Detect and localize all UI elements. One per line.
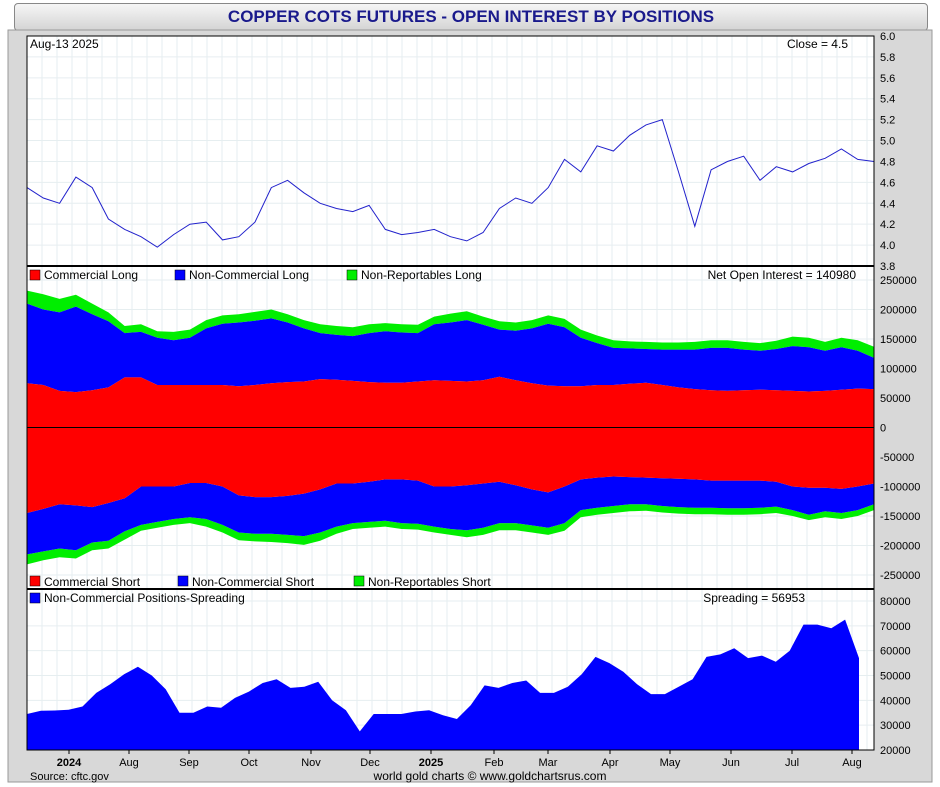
credit-label: world gold charts © www.goldchartsrus.co… xyxy=(373,769,607,783)
spreading-legend-label: Non-Commercial Positions-Spreading xyxy=(44,591,245,605)
spread-tick-label: 40000 xyxy=(880,695,911,707)
chart-title: COPPER COTS FUTURES - OPEN INTEREST BY P… xyxy=(14,3,928,31)
oi-tick-label: 200000 xyxy=(880,305,917,317)
price-tick-label: 5.6 xyxy=(880,73,895,85)
close-label: Close = 4.5 xyxy=(787,37,848,51)
price-tick-label: 4.6 xyxy=(880,177,895,189)
oi-tick-label: -50000 xyxy=(880,452,914,464)
x-axis-label: Sep xyxy=(179,757,199,769)
x-axis-label: Aug xyxy=(119,757,139,769)
x-axis-label: May xyxy=(660,757,681,769)
legend-short-label: Commercial Short xyxy=(44,575,141,589)
spread-tick-label: 80000 xyxy=(880,596,911,608)
spread-tick-label: 50000 xyxy=(880,671,911,683)
price-tick-label: 4.0 xyxy=(880,240,895,252)
x-axis-label: Aug xyxy=(842,757,862,769)
oi-tick-label: 50000 xyxy=(880,393,911,405)
date-label: Aug-13 2025 xyxy=(30,37,99,51)
spread-tick-label: 60000 xyxy=(880,646,911,658)
spreading-value-label: Spreading = 56953 xyxy=(703,591,805,605)
x-axis-label: 2024 xyxy=(57,757,82,769)
legend-swatch xyxy=(174,269,186,281)
oi-tick-label: 250000 xyxy=(880,275,917,287)
price-tick-label: 4.4 xyxy=(880,198,895,210)
spreading-area xyxy=(27,619,859,750)
spread-tick-label: 70000 xyxy=(880,621,911,633)
price-tick-label: 5.0 xyxy=(880,136,895,148)
legend-swatch xyxy=(353,575,365,587)
x-axis-label: Jul xyxy=(785,757,799,769)
x-axis-label: Dec xyxy=(360,757,380,769)
x-axis-label: Oct xyxy=(240,757,257,769)
x-axis-label: Feb xyxy=(485,757,504,769)
price-tick-label: 3.8 xyxy=(880,261,895,273)
nonreportables-short-area xyxy=(27,504,874,565)
legend-swatch xyxy=(29,269,41,281)
oi-tick-label: -200000 xyxy=(880,541,920,553)
price-tick-label: 5.4 xyxy=(880,94,895,106)
spread-tick-label: 20000 xyxy=(880,745,911,757)
legend-short-label: Non-Reportables Short xyxy=(368,575,491,589)
legend-swatch xyxy=(346,269,358,281)
legend-swatch xyxy=(177,575,189,587)
oi-tick-label: 150000 xyxy=(880,334,917,346)
oi-tick-label: -250000 xyxy=(880,570,920,582)
noncommercial-long-area xyxy=(27,303,874,393)
legend-long-label: Non-Commercial Long xyxy=(189,268,309,282)
source-label: Source: cftc.gov xyxy=(30,771,109,783)
net-open-interest-label: Net Open Interest = 140980 xyxy=(708,268,857,282)
price-line xyxy=(26,118,875,248)
noncommercial-short-area xyxy=(27,476,874,555)
price-tick-label: 4.2 xyxy=(880,219,895,231)
price-tick-label: 5.2 xyxy=(880,115,895,127)
oi-tick-label: 0 xyxy=(880,423,886,435)
price-tick-label: 6.0 xyxy=(880,31,895,43)
x-axis-label: Jun xyxy=(722,757,740,769)
commercial-short-area xyxy=(27,427,874,513)
price-tick-label: 4.8 xyxy=(880,156,895,168)
spread-tick-label: 30000 xyxy=(880,720,911,732)
x-axis-label: Nov xyxy=(301,757,321,769)
oi-tick-label: 100000 xyxy=(880,364,917,376)
legend-long-label: Non-Reportables Long xyxy=(361,268,482,282)
x-axis-label: 2025 xyxy=(419,757,443,769)
legend-swatch xyxy=(29,575,41,587)
x-axis-label: Mar xyxy=(539,757,558,769)
commercial-long-area xyxy=(27,376,874,428)
plot-border xyxy=(26,35,875,751)
price-tick-label: 5.8 xyxy=(880,52,895,64)
legend-swatch xyxy=(29,592,41,604)
oi-tick-label: -100000 xyxy=(880,482,920,494)
legend-long-label: Commercial Long xyxy=(44,268,138,282)
oi-tick-label: -150000 xyxy=(880,511,920,523)
legend-short-label: Non-Commercial Short xyxy=(192,575,315,589)
x-axis-label: Apr xyxy=(601,757,618,769)
